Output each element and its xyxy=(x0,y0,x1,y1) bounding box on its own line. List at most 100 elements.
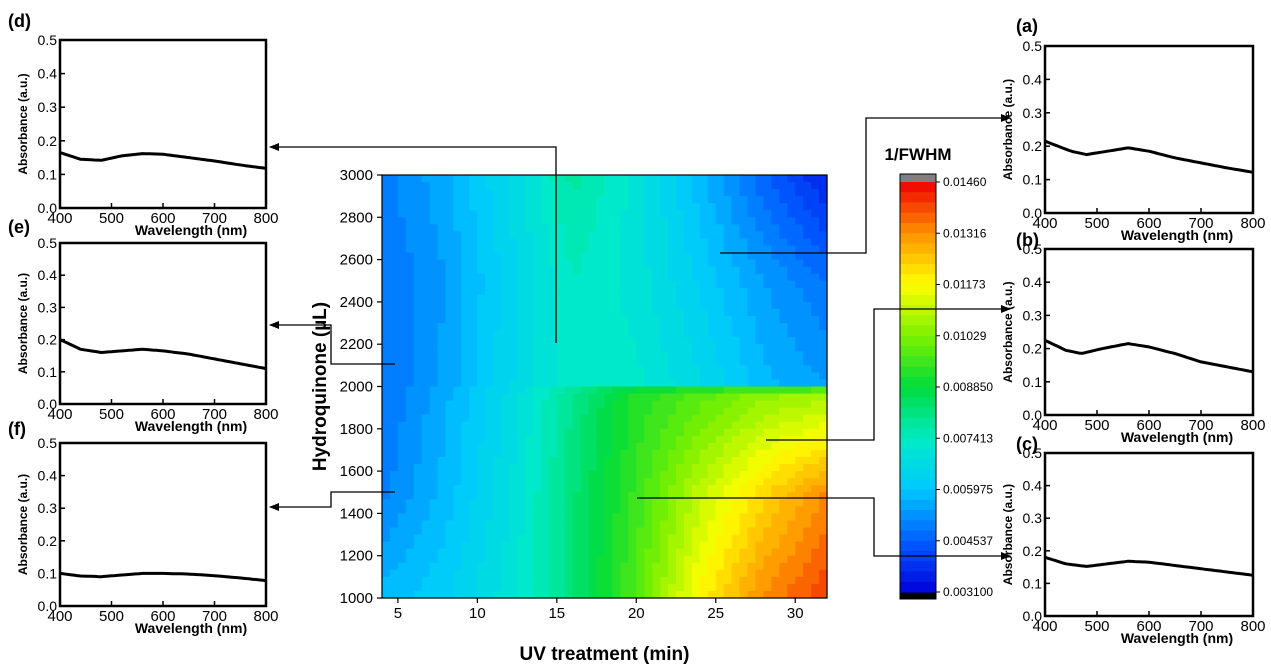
contour-cell xyxy=(540,210,550,218)
contour-cell xyxy=(739,534,749,543)
contour-cell xyxy=(509,513,518,522)
contour-cell xyxy=(429,365,439,373)
contour-cell xyxy=(652,400,661,409)
contour-cell xyxy=(556,287,566,296)
contour-cell xyxy=(477,576,486,585)
contour-cell xyxy=(739,492,749,500)
contour-cell xyxy=(556,337,566,345)
contour-cell xyxy=(755,365,765,373)
contour-cell xyxy=(771,287,780,296)
y-tick-label: 0.5 xyxy=(38,32,58,48)
contour-cell xyxy=(747,562,757,571)
contour-cell xyxy=(604,555,614,564)
contour-cell xyxy=(532,259,542,268)
contour-cell xyxy=(628,231,637,240)
contour-cell xyxy=(445,414,455,423)
contour-cell xyxy=(477,301,486,310)
contour-cell xyxy=(819,386,828,395)
contour-cell xyxy=(731,414,741,423)
contour-cell xyxy=(445,372,455,381)
x-axis-label: UV treatment (min) xyxy=(520,644,690,664)
contour-cell xyxy=(707,217,717,225)
contour-cell xyxy=(771,421,780,430)
contour-cell xyxy=(691,457,701,465)
contour-cell xyxy=(421,287,431,296)
contour-cell xyxy=(755,583,765,592)
contour-cell xyxy=(660,365,669,373)
contour-cell xyxy=(421,280,431,289)
contour-cell xyxy=(747,442,757,451)
contour-cell xyxy=(723,287,733,296)
contour-cell xyxy=(397,492,407,500)
contour-cell xyxy=(548,301,558,310)
contour-cell xyxy=(739,506,749,514)
contour-cell xyxy=(437,435,447,444)
connector-arrow xyxy=(766,305,1011,441)
contour-cell xyxy=(580,266,590,275)
contour-cell xyxy=(525,245,534,254)
contour-cell xyxy=(437,323,447,331)
contour-cell xyxy=(676,323,685,331)
contour-cell xyxy=(493,548,502,557)
contour-cell xyxy=(413,457,423,465)
contour-cell xyxy=(580,485,590,493)
colorbar-segment xyxy=(900,274,936,286)
contour-cell xyxy=(636,365,645,373)
contour-cell xyxy=(413,323,423,331)
contour-cell xyxy=(644,351,653,359)
contour-cell xyxy=(636,478,645,486)
contour-cell xyxy=(485,238,494,247)
contour-cell xyxy=(612,337,621,345)
contour-cell xyxy=(397,175,407,183)
contour-cell xyxy=(747,471,757,479)
contour-cell xyxy=(628,485,637,493)
x-axis-label: Wavelength (nm) xyxy=(1121,227,1233,243)
contour-cell xyxy=(556,316,566,324)
contour-cell xyxy=(652,308,661,317)
contour-cell xyxy=(532,365,542,373)
contour-cell xyxy=(731,224,741,232)
contour-cell xyxy=(652,393,661,402)
contour-cell xyxy=(731,590,741,599)
contour-cell xyxy=(445,435,455,444)
contour-cell xyxy=(620,407,629,416)
contour-cell xyxy=(803,506,812,514)
contour-cell xyxy=(580,182,590,190)
contour-cell xyxy=(517,358,526,366)
contour-cell xyxy=(437,330,447,338)
contour-cell xyxy=(580,534,590,543)
contour-cell xyxy=(437,280,447,289)
contour-cell xyxy=(517,308,526,317)
contour-cell xyxy=(811,555,820,564)
contour-cell xyxy=(532,513,542,522)
contour-cell xyxy=(763,548,772,557)
contour-cell xyxy=(739,576,749,585)
contour-cell xyxy=(668,513,677,522)
contour-cell xyxy=(421,435,431,444)
contour-cell xyxy=(668,414,677,423)
contour-cell xyxy=(525,351,534,359)
contour-cell xyxy=(676,449,685,458)
contour-cell xyxy=(691,583,701,592)
contour-cell xyxy=(644,520,653,529)
contour-cell xyxy=(612,358,621,366)
contour-cell xyxy=(477,520,486,529)
contour-cell xyxy=(517,189,526,197)
contour-cell xyxy=(652,316,661,324)
contour-cell xyxy=(668,400,677,409)
contour-cell xyxy=(485,541,494,550)
contour-cell xyxy=(819,576,828,585)
contour-cell xyxy=(747,428,757,437)
contour-cell xyxy=(413,464,423,472)
contour-cell xyxy=(548,351,558,359)
contour-cell xyxy=(803,294,812,303)
colorbar-segment xyxy=(900,438,936,450)
contour-cell xyxy=(795,358,804,366)
contour-cell xyxy=(382,308,391,317)
contour-cell xyxy=(620,485,629,493)
contour-cell xyxy=(620,464,629,472)
contour-cell xyxy=(532,457,542,465)
contour-cell xyxy=(540,555,550,564)
contour-cell xyxy=(564,520,574,529)
contour-cell xyxy=(413,351,423,359)
